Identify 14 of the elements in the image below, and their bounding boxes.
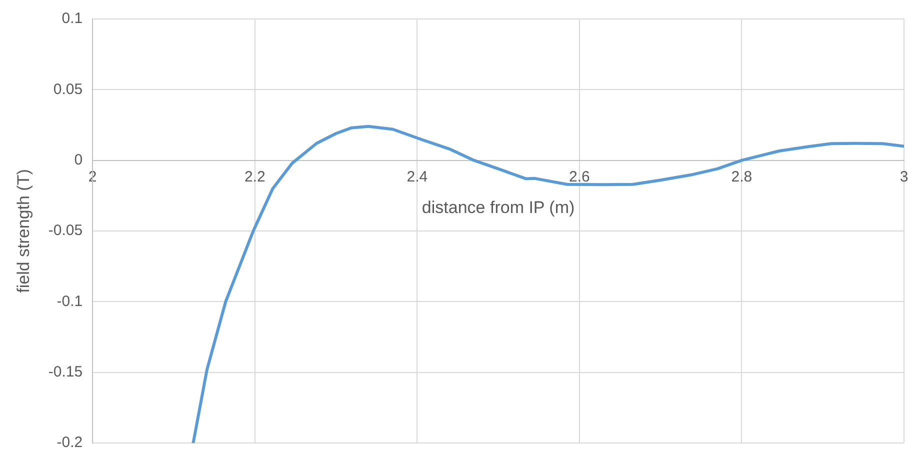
- x-tick-label: 2.2: [244, 168, 266, 186]
- y-axis-title: field strength (T): [14, 169, 33, 293]
- x-tick-label: 2.8: [731, 168, 752, 186]
- y-tick-label: -0.15: [48, 363, 83, 380]
- y-tick-label: 0: [74, 151, 83, 168]
- y-tick-label: 0.1: [62, 10, 83, 28]
- x-tick-label: 2.4: [406, 168, 428, 186]
- y-tick-label: -0.1: [56, 292, 83, 310]
- y-tick-label: 0.05: [53, 80, 83, 98]
- x-tick-label: 2.6: [569, 168, 590, 186]
- y-tick-label: -0.05: [48, 222, 83, 240]
- y-tick-label: -0.2: [56, 434, 83, 452]
- x-axis-title: distance from IP (m): [422, 198, 575, 218]
- x-tick-label: 3: [900, 168, 908, 186]
